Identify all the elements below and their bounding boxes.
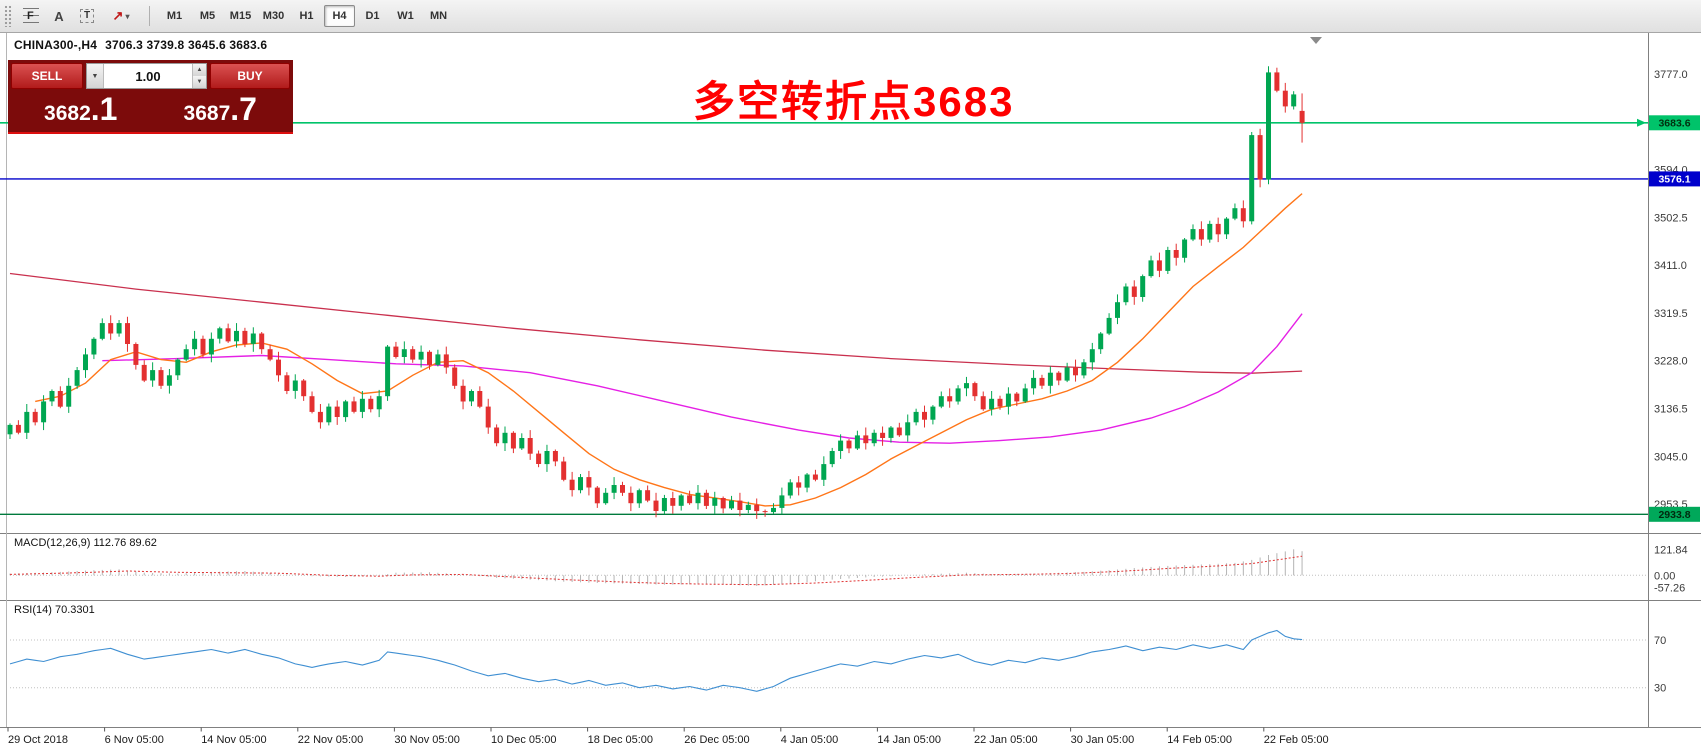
rsi-axis-label: 30	[1654, 683, 1666, 695]
price-badge	[1649, 506, 1700, 522]
price-badge-label: 2933.8	[1658, 509, 1690, 521]
symbol-name: CHINA300-,H4	[14, 38, 98, 52]
trade-panel-prices: 3682.1 3687.7	[11, 89, 290, 129]
time-axis-label: 30 Jan 05:00	[1071, 734, 1135, 746]
timeframe-m1[interactable]: M1	[159, 5, 190, 27]
toolbar-separator	[149, 6, 150, 26]
time-axis-label: 14 Jan 05:00	[877, 734, 941, 746]
arrows-tool-button[interactable]: ↗ ▾	[102, 4, 140, 28]
volume-input[interactable]	[104, 64, 192, 88]
price-axis-label: 3502.5	[1654, 212, 1688, 224]
chevron-down-icon: ▼	[91, 72, 99, 80]
timeframe-m5[interactable]: M5	[192, 5, 223, 27]
buy-price[interactable]: 3687.7	[183, 90, 257, 127]
price-badge	[1649, 115, 1700, 131]
symbol-readout: CHINA300-,H4 3706.3 3739.8 3645.6 3683.6	[14, 38, 267, 52]
arrow-icon: ↗	[112, 8, 124, 23]
chevron-down-icon: ▾	[125, 11, 130, 21]
time-axis-label: 14 Nov 05:00	[201, 734, 266, 746]
time-axis-label: 6 Nov 05:00	[105, 734, 164, 746]
volume-spinner: ▲ ▼	[192, 64, 206, 88]
one-click-trading-panel: SELL ▼ ▲ ▼ BUY 3682.1 3687.7	[8, 60, 293, 134]
ohlc-values: 3706.3 3739.8 3645.6 3683.6	[105, 38, 268, 52]
volume-decrease-button[interactable]: ▼	[193, 76, 206, 88]
rsi-line	[9, 629, 1303, 692]
price-axis-label: 3777.0	[1654, 69, 1688, 81]
timeframe-h4[interactable]: H4	[324, 5, 355, 27]
ma_slow-line	[9, 272, 1303, 374]
price-axis-label: 3045.0	[1654, 451, 1688, 463]
timeframe-w1[interactable]: W1	[390, 5, 421, 27]
macd-signal-line	[9, 555, 1303, 586]
macd-label: MACD(12,26,9) 112.76 89.62	[14, 537, 157, 549]
macd-axis-label: -57.26	[1654, 583, 1685, 595]
chart-shift-marker-icon	[1310, 37, 1322, 44]
price-badge	[1649, 171, 1700, 187]
volume-control: ▼ ▲ ▼	[86, 63, 207, 89]
timeframe-m30[interactable]: M30	[258, 5, 289, 27]
candles	[7, 66, 1305, 519]
time-axis-label: 22 Feb 05:00	[1264, 734, 1329, 746]
fibonacci-tool-button[interactable]: F	[18, 4, 44, 28]
trade-panel-controls: SELL ▼ ▲ ▼ BUY	[11, 63, 290, 89]
time-axis-label: 30 Nov 05:00	[394, 734, 459, 746]
time-axis-label: 4 Jan 05:00	[781, 734, 839, 746]
time-axis-label: 18 Dec 05:00	[588, 734, 653, 746]
timeframe-h1[interactable]: H1	[291, 5, 322, 27]
ma_fast-line	[35, 193, 1303, 507]
fibonacci-icon: F	[23, 8, 39, 24]
time-axis-label: 26 Dec 05:00	[684, 734, 749, 746]
sell-price[interactable]: 3682.1	[44, 90, 118, 127]
timeframe-d1[interactable]: D1	[357, 5, 388, 27]
macd-axis-label: 0.00	[1654, 570, 1675, 582]
time-axis-label: 14 Feb 05:00	[1167, 734, 1232, 746]
timeframe-m15[interactable]: M15	[225, 5, 256, 27]
time-axis-label: 10 Dec 05:00	[491, 734, 556, 746]
main-toolbar: F A T ↗ ▾ M1 M5 M15 M30 H1 H4 D1 W1 MN	[0, 0, 1701, 33]
volume-increase-button[interactable]: ▲	[193, 64, 206, 76]
price-axis-label: 3411.0	[1654, 260, 1687, 272]
level-arrow-icon	[1637, 118, 1646, 127]
price-badge-label: 3683.6	[1658, 117, 1690, 129]
text-label-tool-button[interactable]: T	[74, 4, 100, 28]
price-axis-label: 3319.5	[1654, 308, 1688, 320]
macd-axis-label: 121.84	[1654, 544, 1688, 556]
rsi-label: RSI(14) 70.3301	[14, 604, 95, 616]
toolbar-grip[interactable]	[4, 5, 12, 27]
annotation-text: 多空转折点3683	[693, 78, 1015, 125]
timeframe-mn[interactable]: MN	[423, 5, 454, 27]
time-axis-label: 22 Nov 05:00	[298, 734, 363, 746]
price-axis-label: 3228.0	[1654, 356, 1688, 368]
ma_mid-line	[102, 313, 1303, 444]
text-label-icon: T	[79, 9, 95, 23]
price-axis-label: 3136.5	[1654, 403, 1688, 415]
rsi-axis-label: 70	[1654, 635, 1666, 647]
sell-button[interactable]: SELL	[11, 63, 83, 89]
price-badge-label: 3576.1	[1658, 173, 1690, 185]
chart-background	[0, 33, 1701, 755]
text-tool-icon: A	[54, 8, 64, 24]
volume-dropdown-button[interactable]: ▼	[87, 64, 104, 88]
text-tool-button[interactable]: A	[46, 4, 72, 28]
buy-button[interactable]: BUY	[210, 63, 290, 89]
time-axis-label: 29 Oct 2018	[8, 734, 68, 746]
time-axis-label: 22 Jan 05:00	[974, 734, 1038, 746]
